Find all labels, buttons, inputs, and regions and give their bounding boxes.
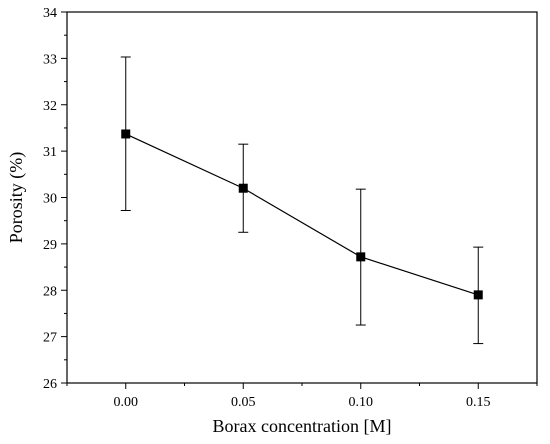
y-tick-label: 27 <box>43 331 57 346</box>
x-tick-label: 0.05 <box>231 395 256 410</box>
data-point <box>121 129 131 139</box>
y-tick-label: 34 <box>43 6 57 21</box>
y-axis-title: Porosity (%) <box>6 152 27 244</box>
x-tick-label: 0.00 <box>114 395 139 410</box>
x-tick-label: 0.15 <box>466 395 491 410</box>
data-point <box>473 290 483 300</box>
data-point <box>356 252 366 262</box>
data-point <box>238 183 248 193</box>
y-tick-label: 30 <box>43 192 57 207</box>
y-tick-label: 32 <box>43 99 57 114</box>
y-tick-label: 29 <box>43 238 57 253</box>
plot-frame <box>66 11 538 384</box>
y-tick-label: 26 <box>43 377 57 392</box>
y-tick-label: 28 <box>43 284 57 299</box>
y-tick-label: 31 <box>43 145 57 160</box>
x-tick-label: 0.10 <box>349 395 374 410</box>
y-tick-label: 33 <box>43 52 57 67</box>
x-axis-title: Borax concentration [M] <box>213 416 392 436</box>
series-line <box>125 133 479 296</box>
